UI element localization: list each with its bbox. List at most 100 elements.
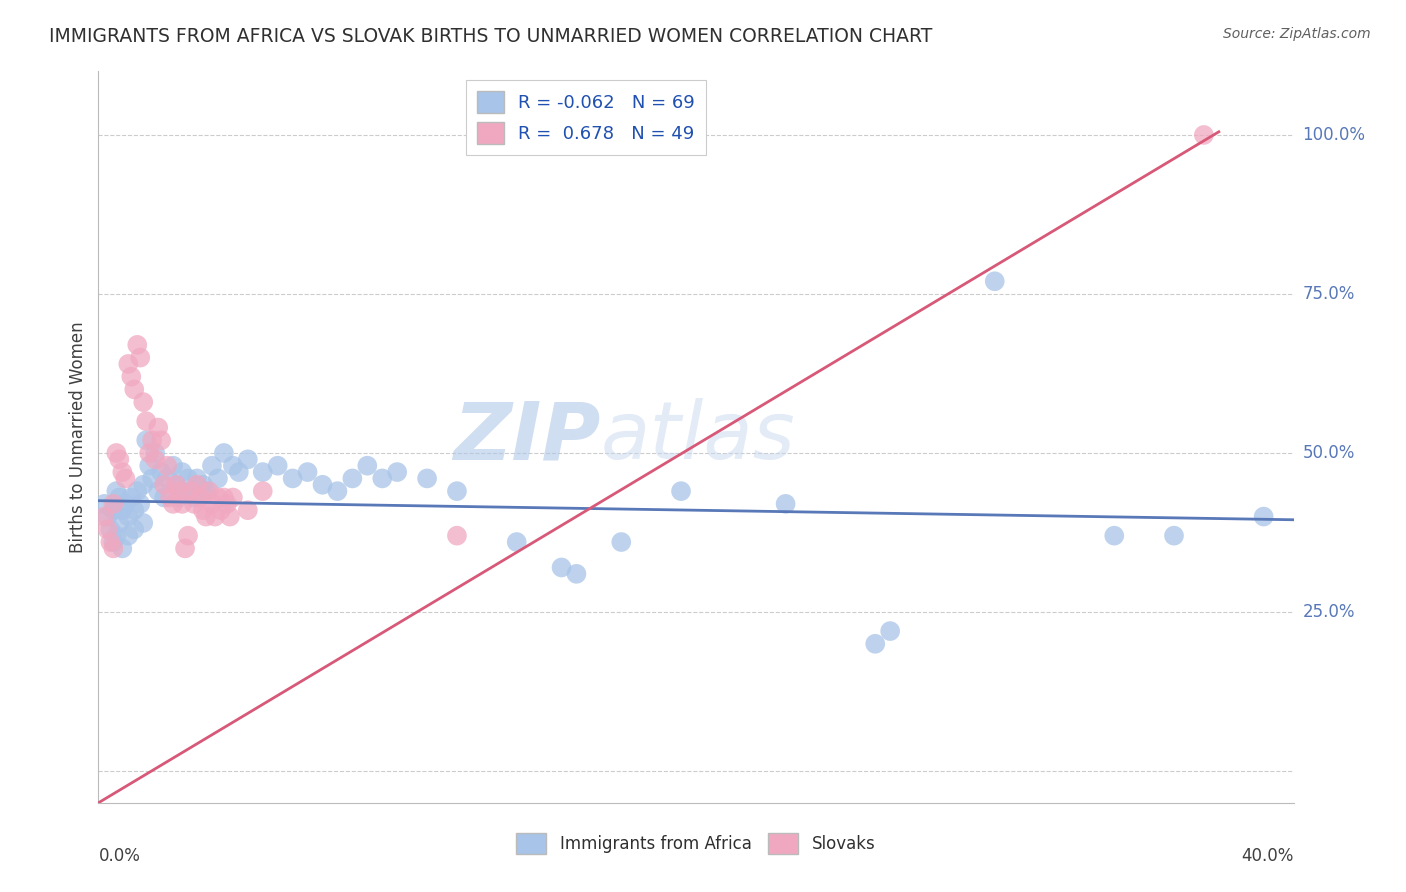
Point	[1192, 128, 1215, 142]
Point	[153, 491, 176, 505]
Point	[108, 452, 131, 467]
Point	[342, 471, 364, 485]
Point	[201, 458, 224, 473]
Point	[198, 484, 221, 499]
Point	[167, 491, 190, 505]
Point	[103, 497, 125, 511]
Point	[129, 497, 152, 511]
Point	[143, 446, 166, 460]
Legend: Immigrants from Africa, Slovaks: Immigrants from Africa, Slovaks	[510, 827, 882, 860]
Point	[195, 509, 218, 524]
Point	[207, 491, 229, 505]
Point	[150, 465, 173, 479]
Point	[195, 484, 218, 499]
Point	[148, 484, 170, 499]
Point	[177, 471, 200, 485]
Point	[446, 484, 468, 499]
Point	[177, 529, 200, 543]
Point	[204, 509, 226, 524]
Point	[120, 491, 142, 505]
Point	[150, 434, 173, 448]
Point	[228, 465, 250, 479]
Point	[281, 471, 304, 485]
Point	[114, 471, 136, 485]
Point	[1163, 529, 1185, 543]
Point	[371, 471, 394, 485]
Point	[207, 471, 229, 485]
Point	[669, 484, 692, 499]
Point	[93, 497, 115, 511]
Point	[141, 471, 163, 485]
Point	[191, 477, 214, 491]
Point	[165, 477, 187, 491]
Point	[138, 446, 160, 460]
Point	[180, 484, 202, 499]
Point	[236, 503, 259, 517]
Point	[96, 522, 118, 536]
Point	[252, 484, 274, 499]
Point	[416, 471, 439, 485]
Point	[117, 529, 139, 543]
Point	[775, 497, 797, 511]
Point	[148, 420, 170, 434]
Text: 50.0%: 50.0%	[1302, 444, 1355, 462]
Point	[111, 541, 134, 556]
Point	[108, 491, 131, 505]
Point	[167, 484, 190, 499]
Text: 0.0%: 0.0%	[98, 847, 141, 864]
Point	[385, 465, 409, 479]
Point	[105, 446, 128, 460]
Point	[879, 624, 901, 638]
Point	[96, 509, 118, 524]
Point	[124, 522, 146, 536]
Point	[311, 477, 333, 491]
Text: ZIP: ZIP	[453, 398, 600, 476]
Point	[132, 477, 155, 491]
Point	[201, 497, 224, 511]
Point	[565, 566, 588, 581]
Point	[172, 497, 194, 511]
Point	[141, 434, 163, 448]
Point	[212, 491, 235, 505]
Point	[188, 491, 211, 505]
Point	[132, 395, 155, 409]
Point	[1253, 509, 1275, 524]
Point	[186, 477, 208, 491]
Point	[135, 434, 157, 448]
Point	[124, 503, 146, 517]
Point	[162, 458, 184, 473]
Point	[550, 560, 572, 574]
Point	[172, 465, 194, 479]
Text: 100.0%: 100.0%	[1302, 126, 1365, 144]
Point	[212, 446, 235, 460]
Point	[117, 509, 139, 524]
Point	[124, 383, 146, 397]
Point	[98, 522, 122, 536]
Point	[105, 529, 128, 543]
Point	[93, 509, 115, 524]
Point	[159, 491, 181, 505]
Point	[103, 541, 125, 556]
Point	[252, 465, 274, 479]
Text: 75.0%: 75.0%	[1302, 285, 1355, 303]
Point	[153, 477, 176, 491]
Point	[105, 484, 128, 499]
Y-axis label: Births to Unmarried Women: Births to Unmarried Women	[69, 321, 87, 553]
Point	[135, 414, 157, 428]
Point	[186, 471, 208, 485]
Point	[506, 535, 529, 549]
Point	[108, 516, 131, 530]
Point	[267, 458, 290, 473]
Point	[143, 452, 166, 467]
Point	[222, 458, 245, 473]
Point	[156, 458, 179, 473]
Text: 40.0%: 40.0%	[1241, 847, 1294, 864]
Point	[183, 491, 205, 505]
Point	[103, 503, 125, 517]
Point	[127, 484, 149, 499]
Point	[326, 484, 349, 499]
Point	[98, 535, 122, 549]
Point	[132, 516, 155, 530]
Point	[120, 369, 142, 384]
Point	[1104, 529, 1126, 543]
